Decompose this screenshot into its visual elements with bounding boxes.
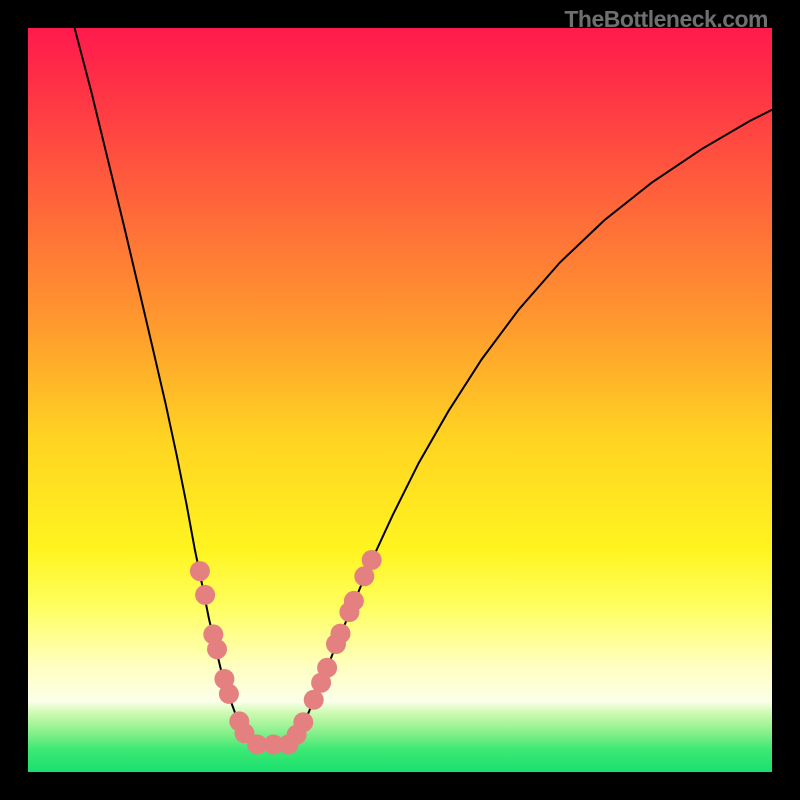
marker-point: [317, 658, 337, 678]
marker-point: [304, 690, 324, 710]
watermark-label: TheBottleneck.com: [564, 6, 768, 33]
bottleneck-curve: [28, 28, 772, 772]
marker-point: [190, 561, 210, 581]
marker-point: [344, 591, 364, 611]
chart-canvas: TheBottleneck.com: [0, 0, 800, 800]
left-curve-line: [75, 28, 255, 745]
plot-area: [28, 28, 772, 772]
right-curve-line: [288, 110, 772, 745]
marker-point: [219, 684, 239, 704]
marker-point: [293, 712, 313, 732]
marker-point: [331, 624, 351, 644]
marker-point: [362, 550, 382, 570]
marker-point: [195, 585, 215, 605]
marker-point: [207, 639, 227, 659]
scatter-markers: [190, 550, 382, 755]
